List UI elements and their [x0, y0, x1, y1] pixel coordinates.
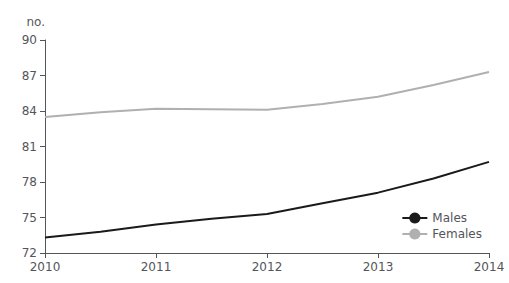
svg-text:81: 81: [22, 140, 37, 154]
svg-text:87: 87: [22, 69, 37, 83]
svg-text:75: 75: [22, 211, 37, 225]
svg-text:90: 90: [22, 33, 37, 47]
svg-text:84: 84: [22, 104, 37, 118]
svg-text:no.: no.: [26, 15, 45, 29]
svg-text:2012: 2012: [252, 260, 283, 274]
svg-text:2014: 2014: [474, 260, 505, 274]
svg-text:Males: Males: [432, 211, 467, 225]
svg-text:78: 78: [22, 175, 37, 189]
svg-text:2013: 2013: [363, 260, 394, 274]
svg-text:72: 72: [22, 246, 37, 260]
svg-text:Females: Females: [432, 227, 482, 241]
svg-text:2010: 2010: [30, 260, 61, 274]
svg-text:2011: 2011: [141, 260, 172, 274]
